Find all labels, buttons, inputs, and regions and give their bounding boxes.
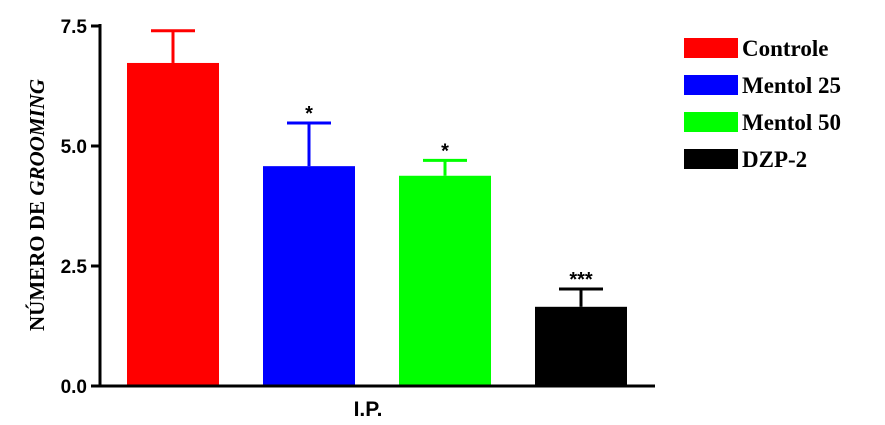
bars-group <box>127 62 627 387</box>
legend-label-2: Mentol 50 <box>742 110 841 135</box>
y-tick-label-0: 0.0 <box>61 377 87 398</box>
y-axis-label: NÚMERO DE GROOMING <box>25 79 49 331</box>
legend-swatch-2 <box>684 112 738 132</box>
significance-label-3: *** <box>569 269 593 291</box>
legend-label-0: Controle <box>742 36 828 61</box>
legend-swatch-3 <box>684 149 738 169</box>
y-axis: 0.0 2.5 5.0 7.5 <box>61 17 102 398</box>
x-axis-label: I.P. <box>354 398 383 421</box>
legend-label-1: Mentol 25 <box>742 73 841 98</box>
significance-label-2: * <box>441 140 449 162</box>
y-axis-label-prefix: NÚMERO DE <box>25 196 49 331</box>
bar-0 <box>127 62 219 387</box>
bar-2 <box>399 175 491 386</box>
significance-label-1: * <box>305 103 313 125</box>
y-tick-label-2: 5.0 <box>61 137 87 158</box>
bar-1 <box>263 166 355 386</box>
error-bars-group <box>151 29 603 307</box>
y-axis-label-emphasis: GROOMING <box>25 79 49 196</box>
significance-group: ***** <box>305 103 593 291</box>
legend: Controle Mentol 25 Mentol 50 DZP-2 <box>684 36 841 172</box>
y-tick-label-1: 2.5 <box>61 257 88 278</box>
legend-swatch-1 <box>684 75 738 95</box>
legend-label-3: DZP-2 <box>742 147 807 172</box>
y-tick-label-3: 7.5 <box>61 17 88 38</box>
legend-swatch-0 <box>684 38 738 58</box>
bar-3 <box>535 306 627 386</box>
